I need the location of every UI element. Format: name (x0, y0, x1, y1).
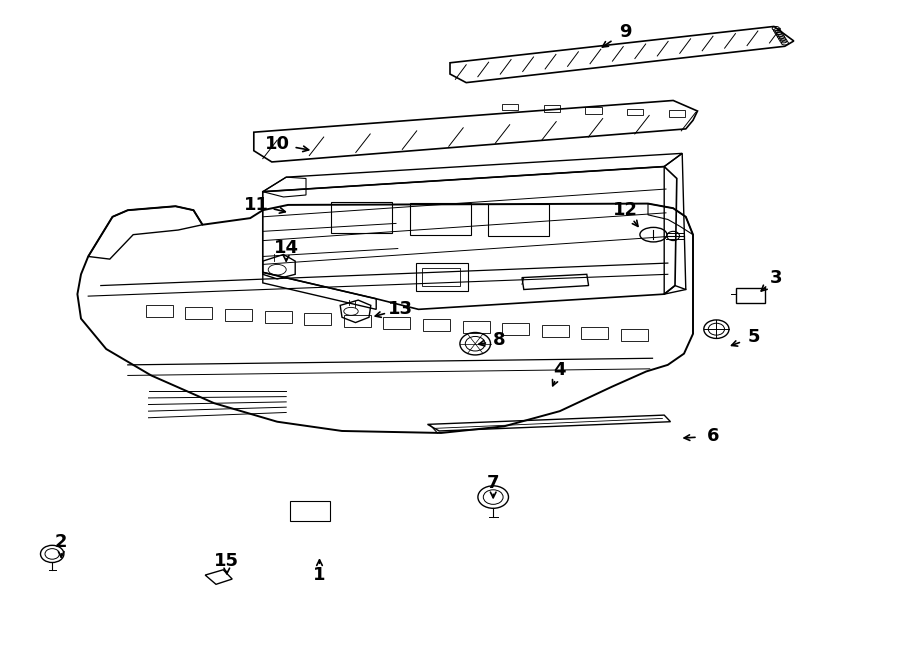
Text: 12: 12 (613, 201, 638, 219)
Bar (502, 323, 529, 335)
Bar (185, 307, 212, 319)
Bar (265, 311, 292, 323)
Text: 5: 5 (748, 328, 760, 346)
Bar (581, 327, 608, 339)
Bar (502, 104, 518, 110)
Bar (621, 329, 648, 341)
Text: 2: 2 (55, 533, 68, 551)
Bar (627, 108, 644, 115)
Bar (542, 325, 569, 337)
Bar (290, 501, 330, 521)
Text: 6: 6 (706, 427, 719, 446)
Bar (146, 305, 173, 317)
Bar (304, 313, 331, 325)
Text: 8: 8 (493, 331, 506, 350)
Text: 13: 13 (388, 300, 413, 319)
Text: 10: 10 (265, 135, 290, 153)
Bar (383, 317, 410, 329)
Bar (344, 315, 371, 327)
Text: 15: 15 (214, 551, 239, 570)
Bar (410, 203, 471, 235)
Bar (586, 107, 602, 114)
Bar (423, 319, 450, 331)
Bar (488, 204, 549, 236)
Bar (669, 110, 685, 117)
Bar (225, 309, 252, 321)
Bar (416, 263, 468, 291)
Bar (736, 288, 765, 303)
Text: 7: 7 (487, 473, 500, 492)
Text: 4: 4 (554, 361, 566, 379)
Bar (544, 105, 560, 112)
Text: 3: 3 (770, 268, 782, 287)
Text: 11: 11 (244, 196, 269, 214)
Text: 14: 14 (274, 239, 299, 257)
Bar (463, 321, 490, 333)
Bar (331, 202, 392, 233)
Text: 1: 1 (313, 566, 326, 584)
Bar (422, 268, 460, 286)
Text: 9: 9 (619, 22, 632, 41)
